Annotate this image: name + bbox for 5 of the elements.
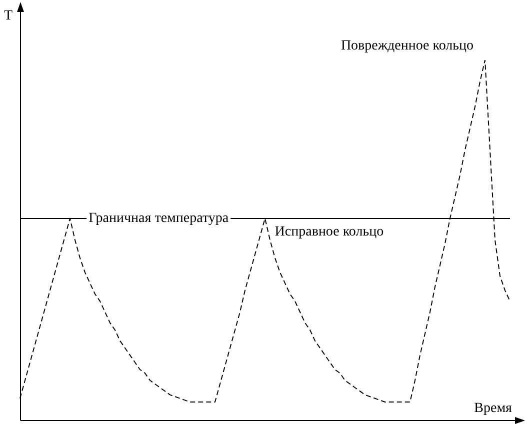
text: Поврежденное кольцо bbox=[340, 38, 474, 54]
annotation: Исправное кольцо bbox=[274, 224, 384, 240]
y-axis-title: T bbox=[4, 8, 13, 24]
x-axis-title: Время bbox=[474, 401, 513, 416]
ref-line-label: Граничная температура bbox=[88, 211, 230, 226]
